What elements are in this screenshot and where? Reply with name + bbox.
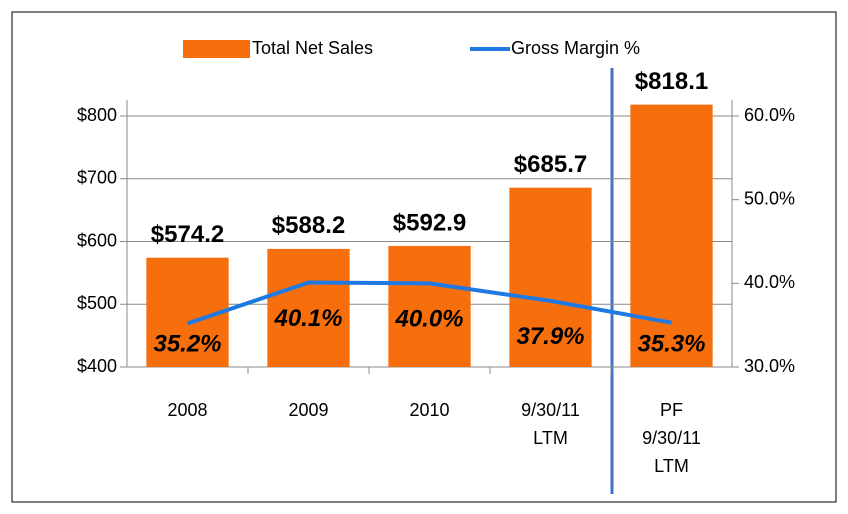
line-value-label: 35.2%	[153, 330, 221, 357]
y2-tick-label: 30.0%	[744, 356, 795, 376]
bar-value-label: $592.9	[393, 209, 466, 236]
y-tick-label: $700	[77, 168, 117, 188]
x-tick-label: PF 9/30/11 LTM	[642, 400, 701, 476]
y-tick-label: $500	[77, 293, 117, 313]
y2-tick-label: 40.0%	[744, 272, 795, 292]
line-value-label: 35.3%	[637, 330, 705, 357]
bar-value-label: $685.7	[514, 151, 587, 178]
bar	[267, 248, 350, 367]
bar	[509, 187, 592, 367]
bar	[630, 104, 713, 368]
line-value-label: 40.1%	[273, 305, 342, 332]
legend-label: Gross Margin %	[511, 38, 640, 58]
legend-swatch	[183, 40, 250, 58]
bar	[388, 245, 471, 367]
y-tick-label: $600	[77, 230, 117, 250]
bar-value-label: $588.2	[272, 212, 345, 239]
x-tick-label: 2010	[409, 400, 449, 420]
bar-value-label: $574.2	[151, 221, 224, 248]
y2-tick-label: 60.0%	[744, 105, 795, 125]
x-tick-label: 2008	[167, 400, 207, 420]
y2-tick-label: 50.0%	[744, 188, 795, 208]
x-tick-label: 2009	[288, 400, 328, 420]
y-tick-label: $400	[77, 356, 117, 376]
y-tick-label: $800	[77, 105, 117, 125]
line-value-label: 37.9%	[516, 323, 584, 350]
line-value-label: 40.0%	[394, 306, 463, 333]
bar-value-label: $818.1	[635, 68, 708, 95]
legend-label: Total Net Sales	[252, 38, 373, 58]
x-tick-label: 9/30/11 LTM	[521, 400, 580, 448]
line	[186, 280, 672, 326]
